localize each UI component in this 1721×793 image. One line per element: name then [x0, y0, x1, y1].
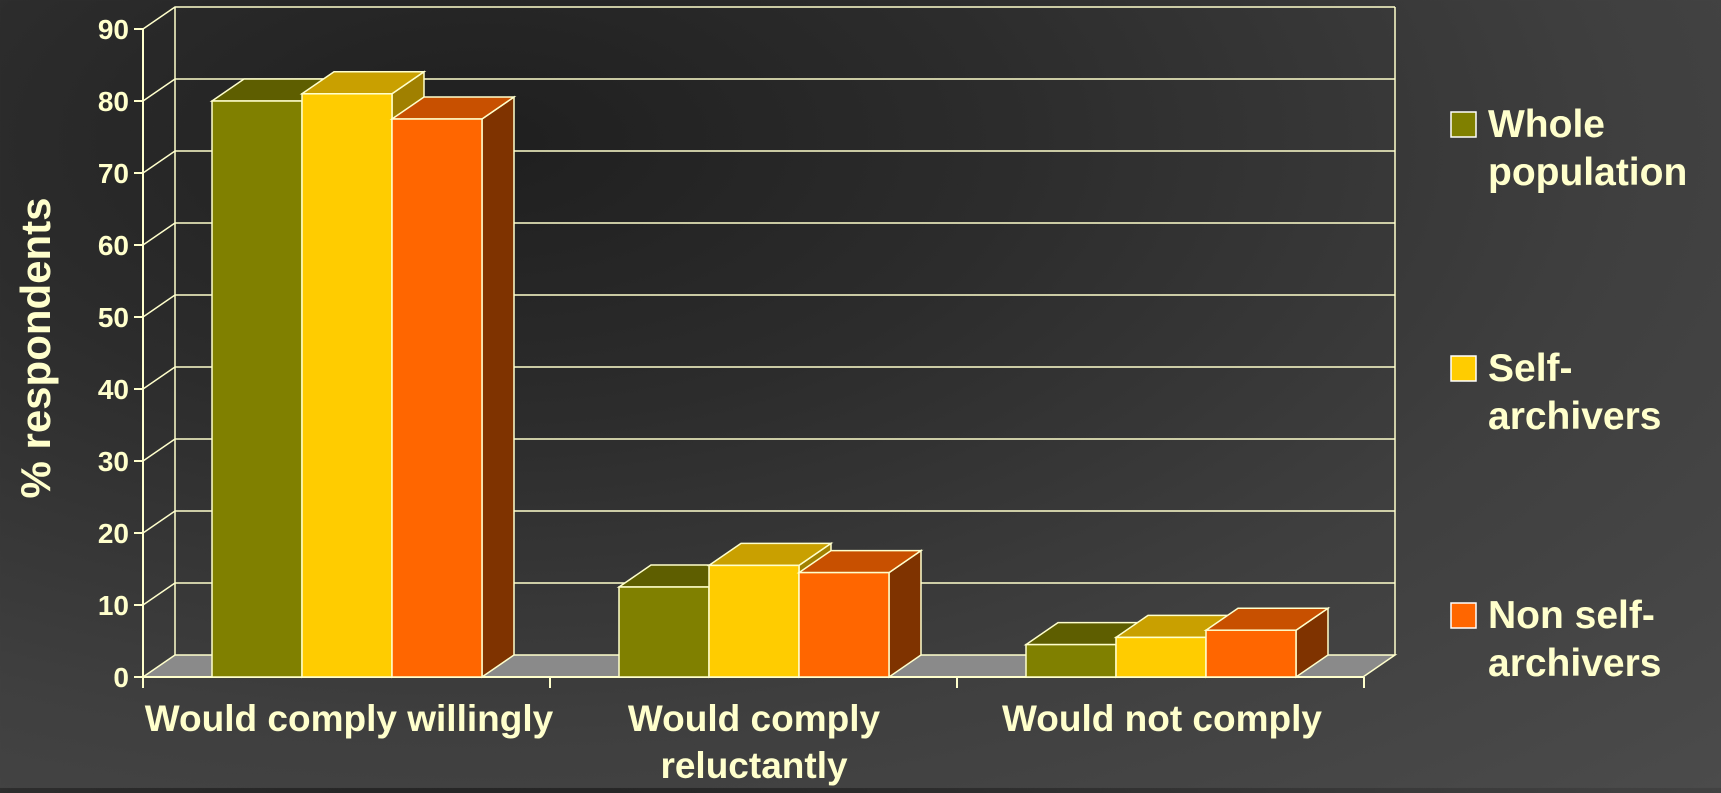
bar-front-face	[301, 93, 393, 678]
legend-swatch	[1450, 602, 1477, 629]
labels-layer: % respondents Would comply willingly Would…	[12, 197, 1322, 786]
bar-front-face	[391, 118, 483, 678]
gridline	[142, 510, 1395, 534]
legend-item: Whole population	[1450, 103, 1687, 194]
bar	[796, 549, 924, 679]
y-tick-label: 90	[98, 14, 129, 45]
legend-label-line: population	[1488, 151, 1687, 194]
gridline	[142, 294, 1395, 318]
y-tick-label: 50	[98, 302, 129, 333]
category-label-line: Would comply	[628, 698, 881, 739]
bar	[389, 95, 517, 679]
legend-swatch	[1450, 355, 1477, 382]
legend-label: Whole population	[1488, 103, 1687, 194]
category-label-line: Would not comply	[1002, 698, 1322, 739]
gridline	[142, 222, 1395, 246]
y-tick-label: 10	[98, 590, 129, 621]
category-label: Would comply willingly	[145, 698, 554, 739]
legend-label-line: Non self-	[1488, 594, 1655, 637]
bar-front-face	[1115, 636, 1207, 678]
legend-label: Non self-archivers	[1488, 594, 1661, 685]
bar-front-face	[211, 100, 303, 678]
legend-label-line: archivers	[1488, 642, 1661, 685]
legend-swatch	[1450, 111, 1477, 138]
y-axis-label: % respondents	[12, 197, 59, 498]
legend-label-line: Self-	[1488, 347, 1573, 390]
category-label-line: Would comply willingly	[145, 698, 554, 739]
gridline	[142, 366, 1395, 390]
legend-label-line: archivers	[1488, 395, 1661, 438]
y-tick-label: 0	[113, 662, 129, 693]
y-tick-label: 70	[98, 158, 129, 189]
bar	[1203, 606, 1331, 679]
category-label: Would not comply	[1002, 698, 1322, 739]
bars-layer	[209, 70, 1331, 679]
gridline	[142, 150, 1395, 174]
bar-front-face	[1025, 643, 1117, 678]
bar-side-face	[481, 95, 515, 679]
legend-item: Non self-archivers	[1450, 594, 1661, 685]
y-tick-label: 80	[98, 86, 129, 117]
gridlines-layer	[142, 6, 1396, 655]
category-label-line: reluctantly	[660, 745, 848, 786]
bar-front-face	[798, 571, 890, 678]
bar-front-face	[1205, 629, 1297, 678]
y-tick-label: 20	[98, 518, 129, 549]
gridline	[142, 438, 1395, 462]
legend-item: Self-archivers	[1450, 347, 1661, 438]
gridline	[142, 582, 1395, 606]
bar-front-face	[708, 564, 800, 678]
category-label: Would comply reluctantly	[628, 698, 881, 786]
legend-label: Self-archivers	[1488, 347, 1661, 438]
gridline	[142, 78, 1395, 102]
y-tick-label: 40	[98, 374, 129, 405]
y-tick-label: 60	[98, 230, 129, 261]
legend-label-line: Whole	[1488, 103, 1605, 146]
gridline	[142, 6, 1395, 30]
y-tick-label: 30	[98, 446, 129, 477]
bar-front-face	[618, 586, 710, 678]
